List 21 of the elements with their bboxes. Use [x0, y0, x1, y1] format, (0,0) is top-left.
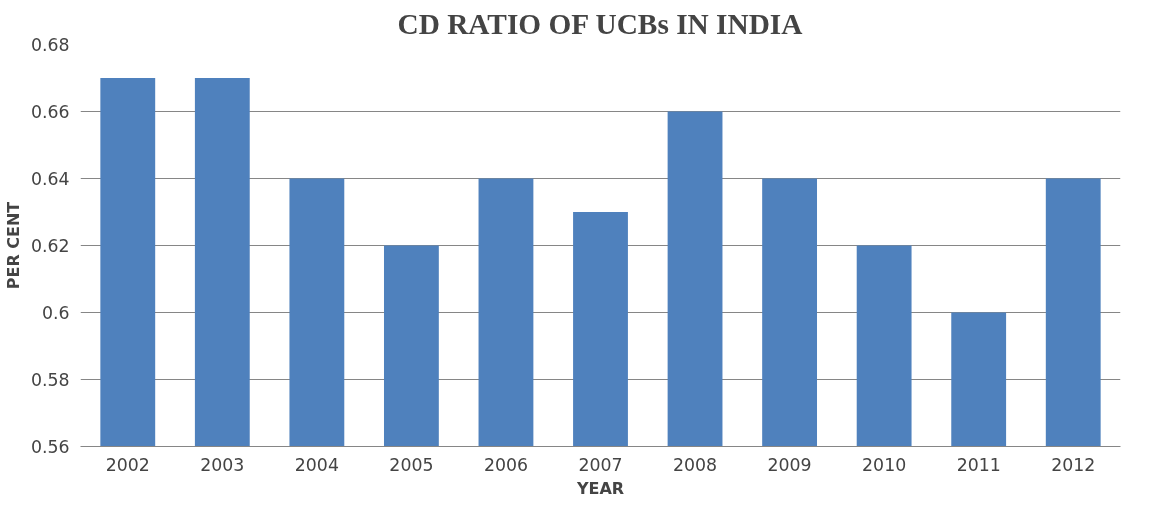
- x-tick-label: 2011: [956, 454, 1001, 475]
- x-axis-title: YEAR: [575, 478, 625, 498]
- y-tick-label: 0.64: [30, 169, 70, 189]
- x-tick-label: 2003: [200, 454, 245, 475]
- x-tick-label: 2005: [389, 454, 434, 475]
- y-axis-title: PER CENT: [3, 201, 23, 290]
- y-tick-label: 0.68: [30, 35, 70, 55]
- x-tick-label: 2010: [862, 454, 907, 475]
- x-tick-label: 2006: [483, 454, 529, 475]
- x-tick-label: 2004: [294, 454, 339, 475]
- x-tick-label: 2012: [1051, 454, 1096, 475]
- x-tick-label: 2009: [767, 454, 812, 475]
- x-tick-label: 2002: [105, 454, 150, 475]
- y-tick-label: 0.56: [30, 437, 70, 457]
- x-tick-label: 2008: [673, 454, 718, 475]
- y-tick-label: 0.66: [30, 102, 70, 122]
- y-tick-label: 0.58: [30, 370, 70, 390]
- chart-title: CD RATIO OF UCBs IN INDIA: [397, 7, 803, 40]
- y-tick-label: 0.62: [30, 236, 70, 256]
- x-tick-label: 2007: [578, 454, 623, 475]
- y-tick-label: 0.6: [41, 303, 70, 323]
